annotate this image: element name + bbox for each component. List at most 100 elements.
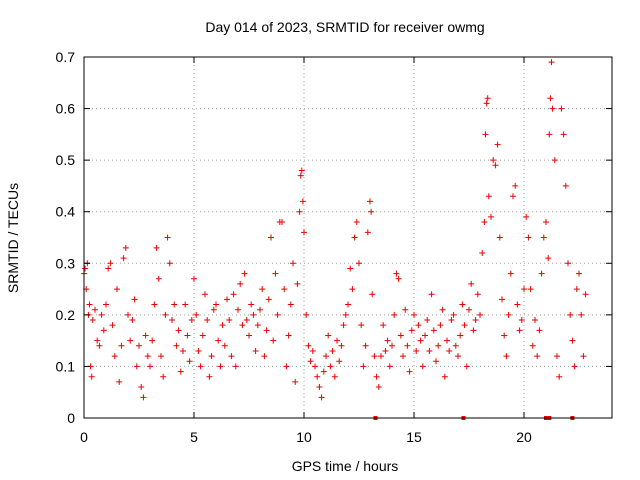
data-point (257, 306, 263, 313)
data-point (116, 378, 123, 385)
data-point (186, 358, 193, 365)
data-point (402, 306, 409, 313)
data-point (265, 296, 272, 303)
data-point (523, 213, 530, 220)
data-point (468, 280, 475, 287)
data-point (89, 317, 96, 324)
axis-ticks (83, 56, 612, 419)
data-point (521, 286, 527, 293)
data-point (457, 332, 464, 339)
data-point (369, 291, 376, 298)
data-point (419, 363, 426, 370)
data-point (483, 100, 490, 107)
data-point (529, 342, 536, 349)
data-point (364, 229, 371, 236)
data-point (362, 342, 369, 349)
data-point (367, 198, 373, 205)
data-point (400, 353, 406, 360)
data-point (208, 353, 215, 360)
x-axis-label: GPS time / hours (292, 458, 399, 474)
data-point (426, 347, 433, 354)
data-point (217, 363, 224, 370)
data-point (482, 131, 489, 138)
data-point (118, 342, 125, 349)
data-point (309, 347, 316, 354)
data-point (378, 353, 384, 360)
data-point (525, 234, 532, 241)
data-point (173, 342, 180, 349)
data-point (131, 296, 138, 303)
data-point (380, 322, 387, 329)
y-tick-label: 0.3 (56, 255, 76, 271)
data-point (307, 358, 314, 365)
data-point (406, 368, 413, 375)
data-point (109, 322, 116, 329)
data-point (417, 337, 424, 344)
data-point (444, 337, 450, 344)
data-point (569, 337, 576, 344)
data-point (494, 141, 501, 148)
data-point (463, 363, 470, 370)
data-point (527, 286, 534, 293)
data-point (100, 327, 107, 334)
data-point (452, 342, 459, 349)
data-point (215, 337, 222, 344)
data-point (210, 306, 217, 313)
data-point (94, 337, 101, 344)
data-point (347, 265, 354, 272)
data-point (389, 342, 395, 349)
data-point (571, 363, 578, 370)
data-point (540, 234, 547, 241)
data-point (459, 301, 466, 308)
data-point (301, 229, 307, 236)
data-point (136, 342, 142, 349)
data-point (224, 296, 230, 303)
data-point (558, 105, 565, 112)
data-point (305, 342, 312, 349)
data-point (547, 95, 554, 102)
data-point (580, 353, 587, 360)
data-point (488, 213, 494, 220)
data-point (375, 384, 382, 391)
data-point (299, 198, 306, 205)
data-point (556, 373, 563, 380)
data-point (428, 291, 435, 298)
data-point (565, 260, 571, 267)
data-point (188, 317, 195, 324)
y-axis-label: SRMTID / TECUs (5, 183, 21, 293)
data-point (470, 327, 477, 334)
data-point (177, 368, 184, 375)
data-point (395, 275, 402, 282)
data-point (241, 270, 248, 277)
data-point (391, 311, 398, 318)
data-point (567, 311, 574, 318)
data-point (86, 301, 93, 308)
data-point (329, 347, 336, 354)
chart-title: Day 014 of 2023, SRMTID for receiver owm… (205, 19, 484, 35)
data-point (461, 322, 468, 329)
data-point (562, 182, 569, 189)
data-point (292, 378, 299, 385)
data-point (140, 394, 147, 401)
data-point (272, 270, 279, 277)
data-point (472, 317, 479, 324)
data-point (125, 311, 131, 318)
data-point (351, 234, 358, 241)
x-tick-label: 20 (516, 429, 532, 445)
data-point (393, 270, 400, 277)
data-point (342, 311, 349, 318)
data-point (120, 255, 127, 262)
data-point (411, 311, 417, 318)
data-point (107, 260, 114, 267)
data-point (382, 347, 389, 354)
data-point (320, 368, 327, 375)
data-point (545, 255, 552, 262)
data-point (82, 265, 89, 272)
data-point (415, 322, 422, 329)
data-point (578, 311, 585, 318)
data-point (279, 219, 285, 226)
data-point (549, 105, 556, 112)
data-point (274, 311, 281, 318)
tick-labels: 0 0.1 0.2 0.3 0.4 0.5 0.6 0.7 0 5 10 15 20 (56, 49, 532, 445)
data-points (81, 59, 589, 401)
